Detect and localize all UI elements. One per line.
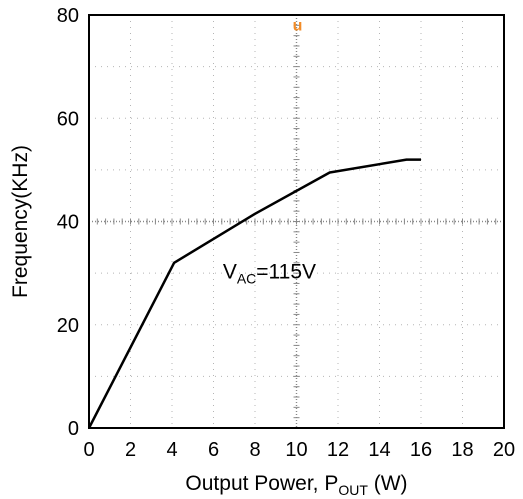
x-tick-label: 10 xyxy=(285,439,307,461)
y-tick-label: 0 xyxy=(68,418,79,440)
vac-annotation: VAC=115V xyxy=(223,260,316,286)
grid-lines xyxy=(88,14,505,429)
x-axis-ticks: 0 2 4 6 8 10 12 14 16 18 20 xyxy=(83,439,515,461)
cursor-marker: u xyxy=(293,17,303,34)
y-tick-label: 40 xyxy=(57,212,79,234)
x-axis-title: Output Power, POUT (W) xyxy=(185,472,407,498)
x-tick-label: 16 xyxy=(410,439,432,461)
x-tick-label: 20 xyxy=(493,439,515,461)
x-tick-label: 6 xyxy=(208,439,219,461)
x-tick-label: 12 xyxy=(327,439,349,461)
x-tick-label: 4 xyxy=(166,439,177,461)
plot-frame xyxy=(88,14,505,429)
y-tick-label: 80 xyxy=(57,5,79,27)
x-tick-label: 0 xyxy=(83,439,94,461)
y-axis-title: Frequency(KHz) xyxy=(9,145,32,298)
y-tick-label: 60 xyxy=(57,108,79,130)
y-tick-label: 20 xyxy=(57,315,79,337)
x-tick-label: 8 xyxy=(249,439,260,461)
series-line xyxy=(87,158,421,429)
x-tick-label: 2 xyxy=(125,439,136,461)
x-tick-label: 18 xyxy=(451,439,473,461)
y-axis-ticks: 0 20 40 60 80 xyxy=(57,5,79,440)
x-tick-label: 14 xyxy=(368,439,390,461)
